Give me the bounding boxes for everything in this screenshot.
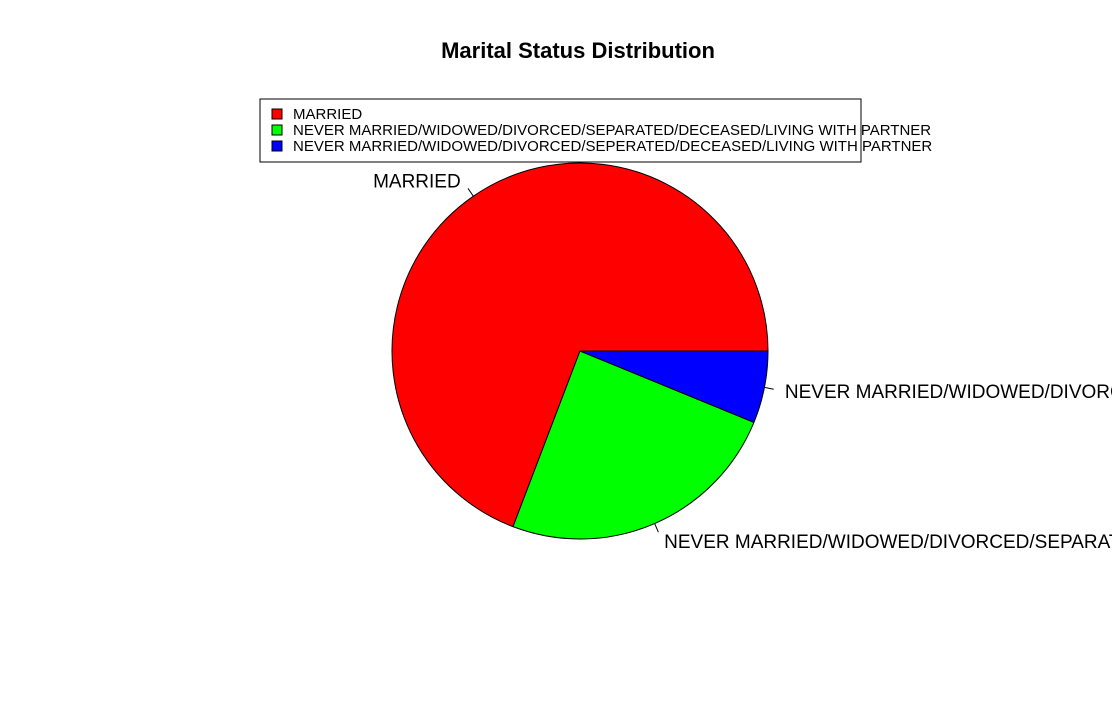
legend-label-2: NEVER MARRIED/WIDOWED/DIVORCED/SEPARATED… (293, 122, 931, 139)
legend-label-3: NEVER MARRIED/WIDOWED/DIVORCED/SEPERATED… (293, 138, 932, 155)
slice-label-leaders (467, 188, 774, 533)
legend-label-1: MARRIED (293, 106, 362, 123)
pie-slice-3 (579, 350, 769, 424)
slice-labels: MARRIED NEVER MARRIED/WIDOWED/DIVORCED/SE… (373, 172, 1112, 553)
pie-slices (391, 162, 769, 540)
slice-leader-2 (654, 523, 659, 533)
slice-leader-1 (467, 188, 474, 197)
legend-swatch-3 (271, 140, 283, 152)
slice-label-3: NEVER MARRIED/WIDOWED/DIVORCED/SEPERATED… (785, 382, 1112, 403)
legend-box (259, 98, 862, 163)
legend-swatch-1 (271, 108, 283, 120)
legend-swatch-2 (271, 124, 283, 136)
slice-label-2: NEVER MARRIED/WIDOWED/DIVORCED/SEPARATED… (664, 532, 1112, 553)
slice-leader-3 (764, 386, 774, 390)
chart-title: Marital Status Distribution (441, 38, 715, 63)
slice-label-1: MARRIED (373, 172, 461, 193)
